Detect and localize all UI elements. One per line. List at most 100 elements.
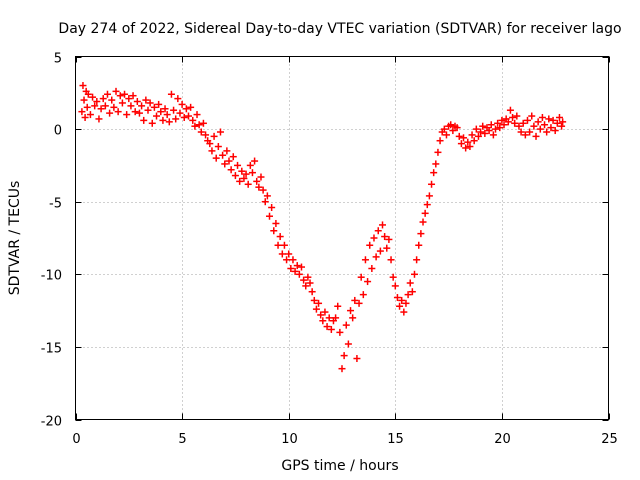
data-point [170,106,178,114]
data-point [293,262,301,270]
data-point [538,113,546,121]
data-point [515,122,523,130]
data-point [289,256,297,264]
data-point [240,174,248,182]
data-point [447,121,455,129]
data-point [80,96,88,104]
data-point [106,109,114,117]
data-point [123,111,131,119]
data-point [78,108,86,116]
data-point [302,282,310,290]
data-point [545,115,553,123]
data-point [287,264,295,272]
data-point [319,317,327,325]
data-point [357,273,365,281]
data-point [464,138,472,146]
x-tick-label: 25 [601,432,618,447]
data-point [391,282,399,290]
data-point [519,119,527,127]
data-point [283,256,291,264]
data-point [400,308,408,316]
data-point [225,157,233,165]
data-point [242,170,250,178]
data-point [276,233,284,241]
data-point [244,180,252,188]
data-point [349,314,357,322]
data-point [481,129,489,137]
data-point [332,314,340,322]
grid [75,56,609,420]
data-point [234,161,242,169]
data-point [199,119,207,127]
data-point [340,352,348,360]
data-point [121,90,129,98]
data-point [153,112,161,120]
data-point [440,125,448,133]
data-point [259,186,267,194]
data-point [278,250,286,258]
data-point [359,291,367,299]
data-point [310,296,318,304]
data-point [144,106,152,114]
data-point [248,169,256,177]
data-point [280,241,288,249]
data-point [500,121,508,129]
data-point [347,307,355,315]
data-point [506,106,514,114]
y-tick-label: 5 [54,52,62,67]
data-point [191,122,199,130]
data-point [551,127,559,135]
data-point [227,166,235,174]
data-point [300,276,308,284]
data-point [457,140,465,148]
data-point [295,270,303,278]
data-point [489,131,497,139]
data-point [323,323,331,331]
data-point [393,294,401,302]
data-point [150,103,158,111]
data-point [127,102,135,110]
data-point [376,247,384,255]
data-point [419,218,427,226]
plot-frame [75,56,609,420]
data-point [97,105,105,113]
data-point [421,209,429,217]
data-point [133,98,141,106]
data-point [361,256,369,264]
data-point [523,116,531,124]
data-point [430,169,438,177]
data-point [370,234,378,242]
data-point [342,321,350,329]
data-point [221,160,229,168]
data-point [559,118,567,126]
data-point [182,105,190,113]
data-point [257,173,265,181]
data-point [494,119,502,127]
data-point [174,95,182,103]
data-point [555,113,563,121]
data-point [325,314,333,322]
data-point [368,264,376,272]
data-point [116,92,124,100]
data-point [455,132,463,140]
data-point [511,119,519,127]
data-point [521,131,529,139]
data-point [558,122,566,130]
data-point [351,296,359,304]
y-tick-label: -20 [41,415,62,430]
data-point [86,111,94,119]
data-point [112,87,120,95]
data-point [140,116,148,124]
data-point [193,111,201,119]
data-point [553,119,561,127]
data-point [238,167,246,175]
x-axis-label: GPS time / hours [281,458,398,474]
data-point [532,132,540,140]
data-point [210,132,218,140]
data-point [138,102,146,110]
data-point [315,299,323,307]
data-point [99,95,107,103]
data-point [385,235,393,243]
data-point [268,204,276,212]
data-point [336,328,344,336]
